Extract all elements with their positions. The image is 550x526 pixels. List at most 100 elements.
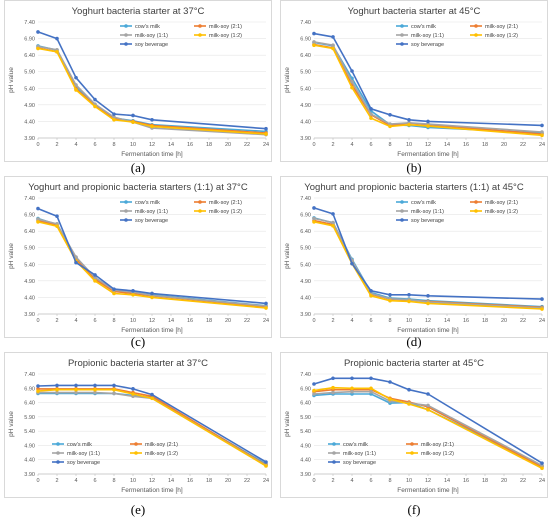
series-line: [37, 388, 267, 467]
legend-entry: milk-soy (2:1): [209, 24, 242, 30]
data-point: [540, 130, 544, 134]
data-point: [131, 387, 135, 391]
chart-title: Yoghurt bacteria starter at 45°C: [348, 6, 481, 17]
chart-panel-a: Yoghurt bacteria starter at 37°C 3.90 4.40…: [4, 0, 272, 162]
legend-entry: cow's milk: [411, 24, 436, 30]
x-tick-label: 18: [482, 478, 488, 484]
x-axis-label: Fermentation time [h]: [397, 327, 459, 334]
y-tick-label: 4.90: [24, 279, 35, 285]
data-point: [93, 97, 97, 102]
series-line: [313, 41, 543, 133]
data-point: [74, 383, 78, 388]
x-tick-label: 10: [130, 318, 136, 324]
legend-marker: [124, 24, 128, 28]
y-tick-label: 5.40: [24, 262, 35, 268]
data-point: [55, 224, 59, 228]
x-tick-label: 22: [520, 142, 526, 148]
y-tick-label: 6.40: [24, 229, 35, 235]
x-axis-label: Fermentation time [h]: [121, 151, 183, 158]
y-tick-label: 5.90: [300, 70, 311, 76]
data-point: [369, 293, 373, 298]
data-point: [131, 113, 135, 118]
data-point: [36, 220, 40, 224]
x-tick-label: 22: [244, 478, 250, 484]
legend-entry: milk-soy (1:2): [485, 209, 518, 215]
y-tick-label: 6.90: [24, 213, 35, 219]
data-point: [426, 301, 430, 306]
x-tick-label: 12: [149, 142, 155, 148]
legend-marker: [124, 42, 128, 46]
data-point: [388, 298, 392, 303]
y-tick-label: 3.90: [24, 312, 35, 318]
y-axis-label: pH value: [8, 67, 15, 93]
chart-title: Yoghurt bacteria starter at 37°C: [72, 6, 205, 17]
data-point: [426, 403, 430, 408]
x-tick-label: 18: [206, 142, 212, 148]
legend-marker: [474, 209, 478, 213]
legend-marker: [400, 24, 404, 28]
x-tick-label: 2: [331, 318, 334, 324]
data-point: [350, 389, 354, 394]
series-line: [313, 207, 543, 300]
legend-marker: [400, 218, 404, 222]
x-tick-label: 6: [369, 318, 372, 324]
legend-entry: soy beverage: [135, 42, 168, 48]
legend-marker: [134, 442, 138, 446]
x-tick-label: 8: [112, 478, 115, 484]
data-point: [331, 220, 335, 225]
legend-entry: milk-soy (1:1): [411, 33, 444, 39]
data-point: [540, 123, 544, 128]
data-point: [150, 117, 154, 122]
x-tick-label: 6: [93, 478, 96, 484]
legend-entry: milk-soy (2:1): [421, 442, 454, 448]
legend-entry: milk-soy (1:1): [135, 33, 168, 39]
data-point: [331, 385, 335, 390]
data-point: [369, 289, 373, 293]
x-tick-label: 4: [74, 142, 77, 148]
legend-entry: milk-soy (1:1): [411, 209, 444, 215]
x-tick-label: 0: [312, 478, 315, 484]
series-line: [37, 45, 267, 136]
series-line: [313, 217, 543, 309]
legend-marker: [400, 209, 404, 213]
data-point: [131, 392, 135, 396]
data-point: [331, 46, 335, 51]
data-point: [540, 133, 544, 138]
x-tick-label: 24: [539, 318, 545, 324]
data-point: [369, 116, 373, 120]
caption-a: (a): [130, 160, 146, 175]
y-tick-label: 3.90: [300, 312, 311, 318]
data-point: [331, 212, 335, 216]
y-tick-label: 5.90: [24, 70, 35, 76]
data-point: [312, 40, 316, 44]
data-point: [93, 390, 97, 395]
data-point: [36, 46, 40, 51]
legend-marker: [56, 460, 60, 464]
data-point: [350, 386, 354, 391]
x-tick-label: 4: [350, 478, 353, 484]
data-point: [112, 383, 116, 388]
chart-title: Propionic bacteria starter at 37°C: [68, 358, 208, 369]
series-line: [313, 386, 543, 470]
x-tick-label: 2: [55, 142, 58, 148]
data-point: [388, 380, 392, 384]
chart-panel-c: Yoghurt and propionic bacteria starters …: [4, 176, 272, 338]
data-point: [540, 466, 544, 471]
legend-marker: [56, 451, 60, 455]
data-point: [93, 275, 97, 280]
x-tick-label: 6: [369, 478, 372, 484]
x-tick-label: 10: [130, 478, 136, 484]
data-point: [426, 293, 430, 298]
x-tick-label: 22: [520, 318, 526, 324]
x-tick-label: 24: [263, 142, 269, 148]
legend-entry: milk-soy (1:1): [67, 451, 100, 457]
y-tick-label: 7.40: [24, 372, 35, 378]
x-tick-label: 16: [463, 478, 469, 484]
legend-marker: [332, 451, 336, 455]
y-axis-label: pH value: [284, 411, 291, 437]
y-tick-label: 6.40: [24, 401, 35, 407]
x-axis-label: Fermentation time [h]: [397, 487, 459, 494]
data-point: [93, 273, 97, 277]
x-tick-label: 14: [168, 318, 174, 324]
y-tick-label: 5.40: [300, 262, 311, 268]
